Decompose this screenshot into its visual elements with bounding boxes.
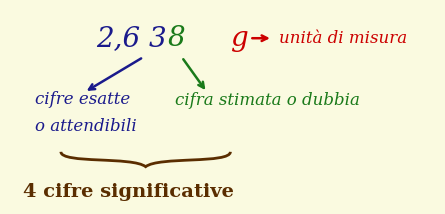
Text: 8: 8 [168,25,185,52]
Text: o attendibili: o attendibili [36,118,137,135]
Text: cifra stimata o dubbia: cifra stimata o dubbia [175,92,360,109]
Text: 2,6 3: 2,6 3 [96,25,167,52]
Text: cifre esatte: cifre esatte [36,91,131,108]
Text: 4 cifre significative: 4 cifre significative [23,183,234,201]
Text: unità di misura: unità di misura [279,30,407,47]
Text: g: g [230,25,248,52]
